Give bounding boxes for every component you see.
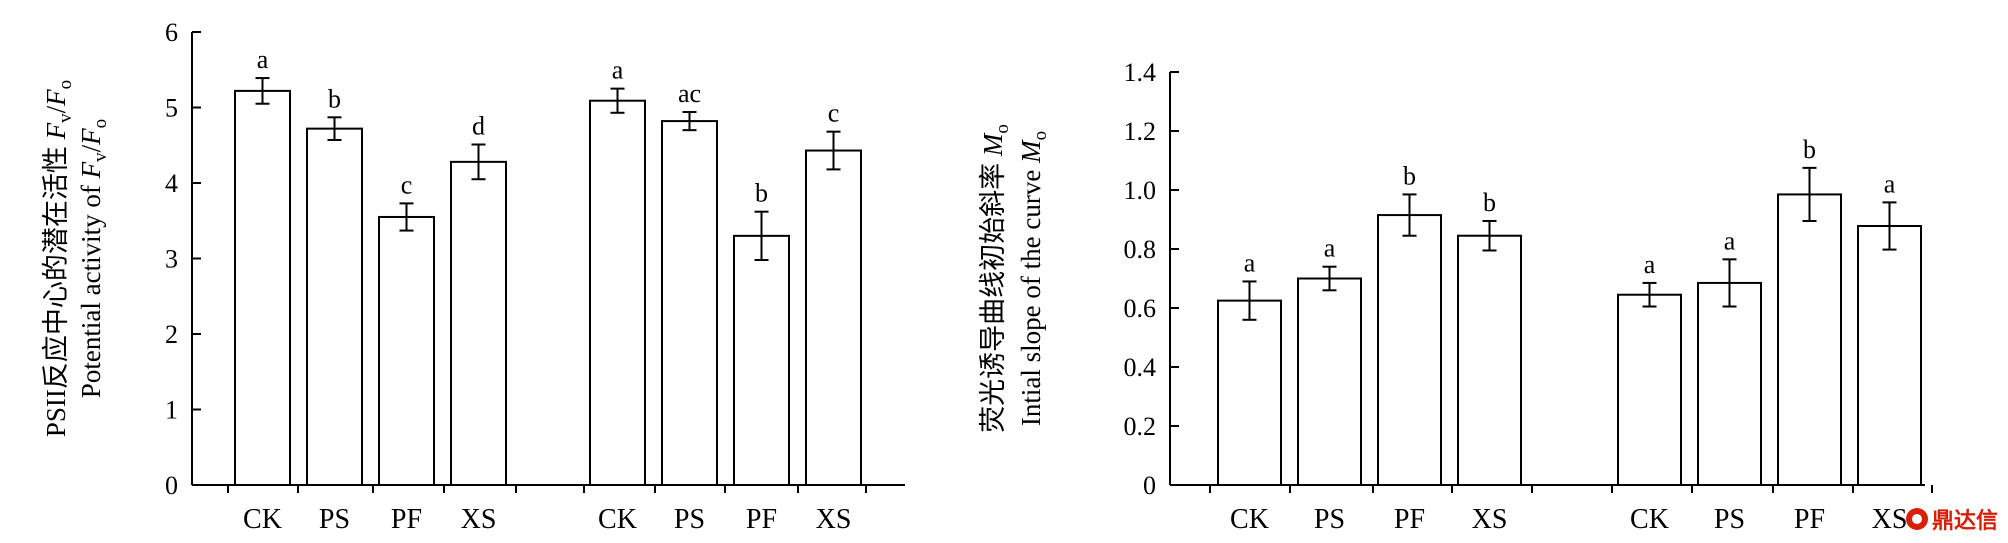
bar: [234, 89, 291, 486]
category-label: XS: [816, 504, 852, 535]
y-tick-label: 6: [165, 18, 178, 47]
label-symbol: F: [41, 122, 71, 140]
significance-label: a: [1244, 248, 1256, 277]
category-label: PS: [674, 504, 705, 535]
label-text: /: [41, 105, 71, 113]
significance-label: a: [1724, 226, 1736, 255]
bar: [1857, 224, 1922, 487]
y-axis-label-en: Intial slope of the curve Mo: [1016, 131, 1051, 426]
significance-label: a: [612, 56, 624, 85]
significance-label: c: [828, 99, 840, 128]
y-tick-label: 5: [165, 94, 178, 123]
y-tick-label: 1: [165, 396, 178, 425]
label-text: PSII反应中心的潜在活性: [41, 139, 71, 437]
label-symbol: M: [978, 132, 1008, 157]
category-label: CK: [243, 504, 282, 535]
significance-label: b: [755, 179, 768, 208]
category-label: PS: [1714, 504, 1745, 535]
significance-label: a: [257, 45, 269, 74]
category-label: XS: [461, 504, 497, 535]
bar: [1777, 193, 1842, 487]
significance-label: a: [1644, 250, 1656, 279]
category-label: CK: [1230, 504, 1269, 535]
label-text: 荧光诱导曲线初始斜率: [978, 156, 1008, 433]
significance-label: d: [472, 111, 485, 140]
significance-label: b: [1483, 188, 1496, 217]
label-symbol: M: [1016, 139, 1046, 164]
y-tick-label: 0.4: [1124, 353, 1157, 382]
category-label: PS: [1314, 504, 1345, 535]
significance-label: a: [1324, 234, 1336, 263]
label-symbol: F: [76, 128, 106, 146]
y-tick-label: 1.4: [1124, 58, 1157, 87]
bar: [1297, 277, 1362, 486]
bar: [589, 99, 646, 487]
y-tick-label: 0.6: [1124, 294, 1157, 323]
y-tick-label: 0.8: [1124, 235, 1157, 264]
category-label: XS: [1472, 504, 1508, 535]
chart-potential-activity: 0 1 2 3 4 5 6 a CK b PS c PF d XS a CK ac PS b PF c XS PSII反应中心…: [41, 18, 905, 535]
category-label: PF: [1794, 504, 1825, 535]
category-label: CK: [1630, 504, 1669, 535]
bar: [306, 127, 363, 486]
watermark-text: 鼎达信: [1931, 509, 1998, 534]
label-text: Potential activity of: [76, 178, 106, 398]
label-subscript: o: [1030, 131, 1051, 141]
significance-label: ac: [678, 79, 701, 108]
y-tick-label: 1.2: [1124, 117, 1157, 146]
bar: [1697, 281, 1762, 486]
bar: [1217, 299, 1282, 486]
label-subscript: o: [992, 124, 1013, 134]
watermark-logo-icon: [1905, 508, 1928, 530]
chart-initial-slope: 0 0.2 0.4 0.6 0.8 1.0 1.2 1.4 a CK a PS b PF b XS a CK a PS…: [978, 58, 1933, 535]
y-axis-label-cn: 荧光诱导曲线初始斜率 Mo: [978, 124, 1013, 433]
y-tick-label: 2: [165, 320, 178, 349]
label-symbol: F: [41, 89, 71, 107]
category-label: XS: [1872, 504, 1908, 535]
category-label: PF: [391, 504, 422, 535]
label-text: /: [76, 144, 106, 152]
bar: [450, 160, 507, 487]
y-tick-label: 0.2: [1124, 412, 1157, 441]
category-label: PF: [1394, 504, 1425, 535]
label-subscript: v: [90, 152, 111, 162]
significance-label: c: [401, 170, 413, 199]
bar: [661, 120, 718, 486]
y-tick-label: 1.0: [1124, 176, 1157, 205]
watermark: 鼎达信: [1905, 503, 1998, 535]
significance-label: b: [1403, 161, 1416, 190]
category-label: PF: [746, 504, 777, 535]
label-text: Intial slope of the curve: [1016, 163, 1046, 426]
y-axis-label-en: Potential activity of Fv/Fo: [76, 119, 111, 398]
y-tick-label: 0: [1143, 471, 1156, 500]
y-tick-label: 4: [165, 169, 178, 198]
category-label: CK: [598, 504, 637, 535]
bar: [1457, 234, 1522, 486]
label-symbol: F: [76, 161, 106, 179]
y-tick-label: 3: [165, 245, 178, 274]
significance-label: a: [1884, 169, 1896, 198]
significance-label: b: [1803, 135, 1816, 164]
label-subscript: v: [55, 113, 76, 123]
label-subscript: o: [90, 119, 111, 129]
bar: [1377, 214, 1442, 486]
significance-label: b: [328, 84, 341, 113]
bar: [1617, 293, 1682, 486]
bar: [805, 149, 862, 486]
category-label: PS: [319, 504, 350, 535]
bar: [378, 215, 435, 486]
y-tick-label: 0: [165, 471, 178, 500]
label-subscript: o: [55, 80, 76, 90]
bar: [733, 234, 790, 486]
y-axis-label-cn: PSII反应中心的潜在活性 Fv/Fo: [41, 80, 76, 437]
